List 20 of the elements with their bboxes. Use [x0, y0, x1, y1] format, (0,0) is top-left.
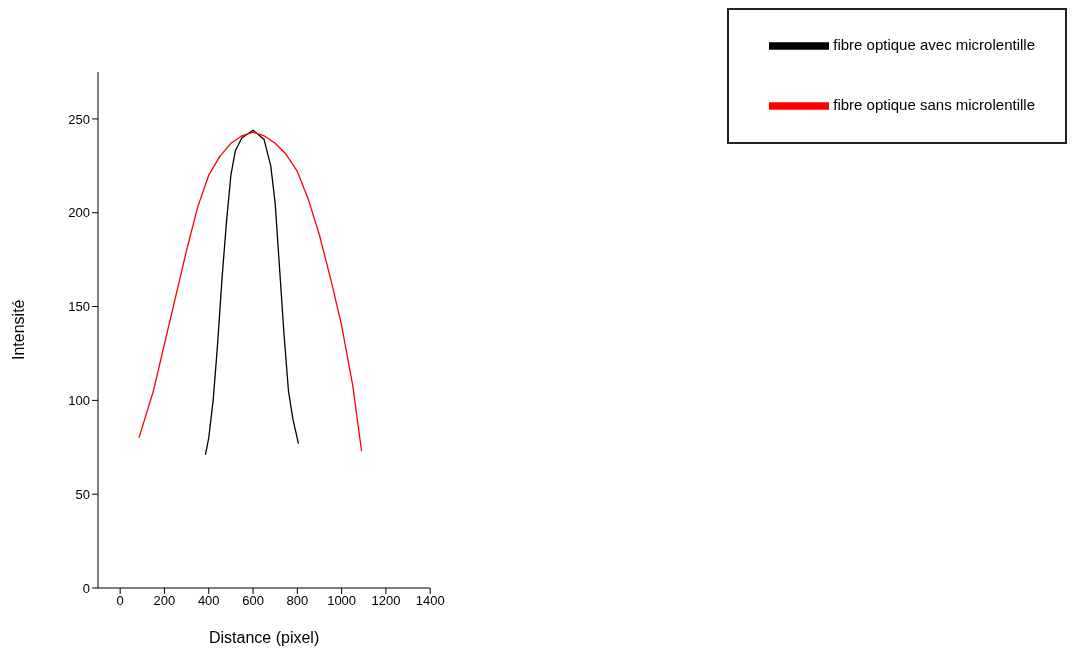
y-tick-label: 200	[68, 205, 90, 221]
y-axis-title: Intensité	[9, 299, 27, 360]
line-series	[204, 129, 300, 456]
y-tick-label: 150	[68, 299, 90, 315]
x-tick-label: 1400	[415, 593, 445, 609]
legend-label: fibre optique avec microlentille	[833, 35, 1035, 53]
y-tick-label: 100	[68, 392, 90, 408]
x-tick-label: 200	[153, 593, 176, 609]
y-tick-label: 250	[68, 111, 90, 127]
x-tick-label: 800	[286, 593, 309, 609]
x-tick-label: 400	[197, 593, 220, 609]
x-tick-label: 0	[116, 593, 124, 609]
legend-label: fibre optique sans microlentille	[833, 95, 1035, 113]
y-tick-label: 50	[75, 486, 90, 502]
x-tick-label: 1200	[371, 593, 401, 609]
x-tick-label: 1000	[327, 593, 357, 609]
y-tick-label: 0	[82, 580, 90, 596]
x-axis-title: Distance (pixel)	[208, 629, 320, 646]
x-tick-label: 600	[242, 593, 264, 609]
line-series	[138, 131, 363, 452]
